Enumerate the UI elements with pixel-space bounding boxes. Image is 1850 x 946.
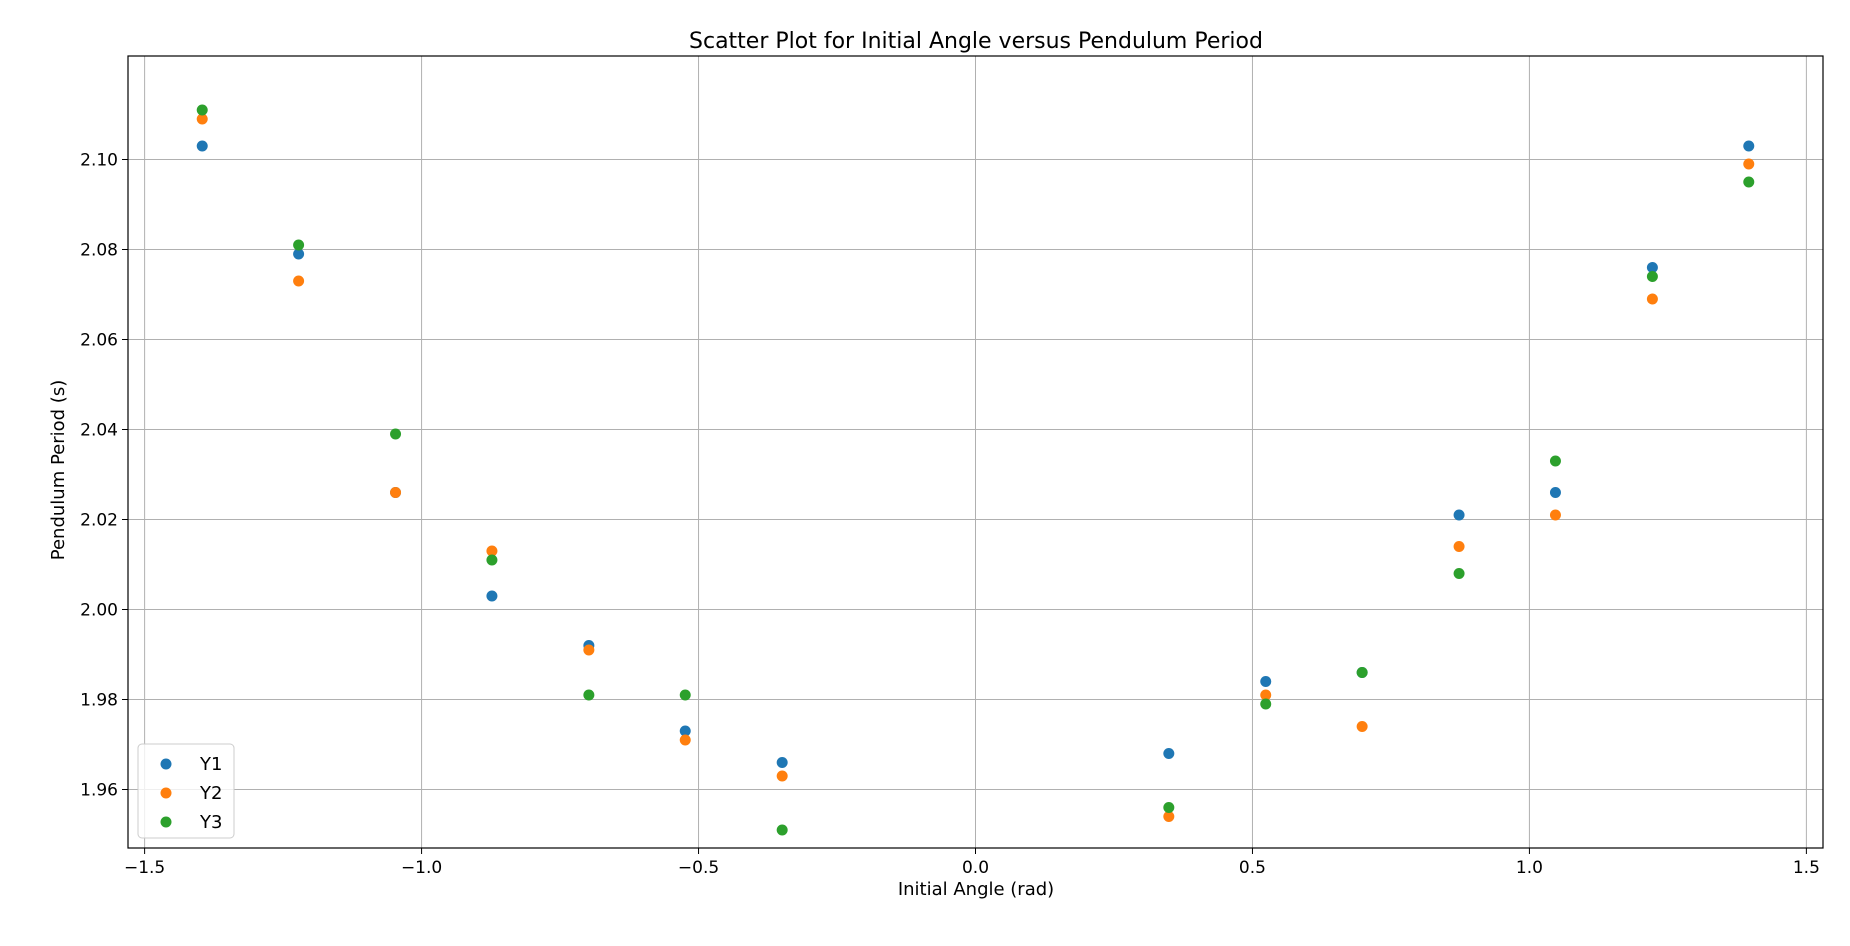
point-y3 <box>1260 698 1272 710</box>
point-y1 <box>1743 140 1755 152</box>
point-y2 <box>679 734 691 746</box>
point-y3 <box>1356 667 1368 678</box>
y-tick-label: 1.96 <box>80 781 118 801</box>
point-y3 <box>390 428 402 440</box>
point-y2 <box>583 644 595 656</box>
grid <box>128 56 1823 848</box>
legend-marker-y2 <box>160 787 172 799</box>
chart-title: Scatter Plot for Initial Angle versus Pe… <box>689 29 1263 54</box>
x-axis-label: Initial Angle (rad) <box>898 879 1054 900</box>
legend-label-y1: Y1 <box>199 754 222 775</box>
point-y1 <box>1549 487 1561 498</box>
point-y2 <box>1646 293 1658 305</box>
legend-label-y3: Y3 <box>199 812 222 833</box>
data-points <box>196 104 1755 836</box>
y-axis-label: Pendulum Period (s) <box>48 380 69 560</box>
point-y3 <box>1743 176 1755 188</box>
point-y1 <box>1646 262 1658 273</box>
point-y1 <box>679 725 691 737</box>
y-tick-label: 2.00 <box>80 601 118 621</box>
point-y2 <box>1743 158 1755 170</box>
point-y3 <box>1646 271 1658 282</box>
point-y1 <box>486 590 498 602</box>
point-y2 <box>1163 811 1175 822</box>
point-y3 <box>583 689 595 701</box>
point-y3 <box>1453 568 1465 579</box>
x-tick-label: 1.5 <box>1793 858 1820 878</box>
point-y1 <box>1453 509 1465 521</box>
point-y3 <box>1163 802 1175 813</box>
point-y1 <box>196 140 208 152</box>
x-tick-label: 0.0 <box>962 858 989 878</box>
point-y2 <box>390 487 402 498</box>
point-y2 <box>1356 721 1368 732</box>
point-y3 <box>1549 455 1561 467</box>
y-tick-label: 2.06 <box>80 331 118 351</box>
x-tick-label: −0.5 <box>678 858 719 878</box>
point-y1 <box>1260 676 1272 687</box>
point-y2 <box>196 113 208 125</box>
y-tick-label: 2.08 <box>80 241 118 261</box>
y-tick-label: 2.02 <box>80 511 118 531</box>
point-y3 <box>776 824 788 836</box>
x-tick-label: −1.5 <box>124 858 165 878</box>
point-y2 <box>776 770 788 782</box>
point-y2 <box>1549 509 1561 521</box>
point-y3 <box>486 554 498 566</box>
y-tick-label: 2.10 <box>80 151 118 171</box>
legend-marker-y1 <box>160 758 172 770</box>
legend-label-y2: Y2 <box>199 783 222 804</box>
point-y3 <box>196 104 208 116</box>
point-y2 <box>1453 541 1465 552</box>
point-y1 <box>1163 748 1175 759</box>
point-y1 <box>776 757 788 768</box>
x-tick-label: −1.0 <box>401 858 442 878</box>
x-axis-ticks: −1.5 −1.0 −0.5 0.0 0.5 1.0 1.5 <box>124 848 1820 878</box>
y-tick-label: 2.04 <box>80 421 118 441</box>
point-y2 <box>293 275 305 287</box>
x-tick-label: 0.5 <box>1239 858 1266 878</box>
point-y3 <box>679 689 691 701</box>
legend-marker-y3 <box>160 816 172 828</box>
point-y2 <box>486 545 498 557</box>
point-y1 <box>293 248 305 260</box>
y-tick-label: 1.98 <box>80 691 118 711</box>
x-tick-label: 1.0 <box>1516 858 1543 878</box>
point-y2 <box>1260 689 1272 701</box>
point-y3 <box>293 239 305 251</box>
y-axis-ticks: 1.96 1.98 2.00 2.02 2.04 2.06 2.08 2.10 <box>80 151 128 801</box>
legend: Y1 Y2 Y3 <box>137 743 235 839</box>
